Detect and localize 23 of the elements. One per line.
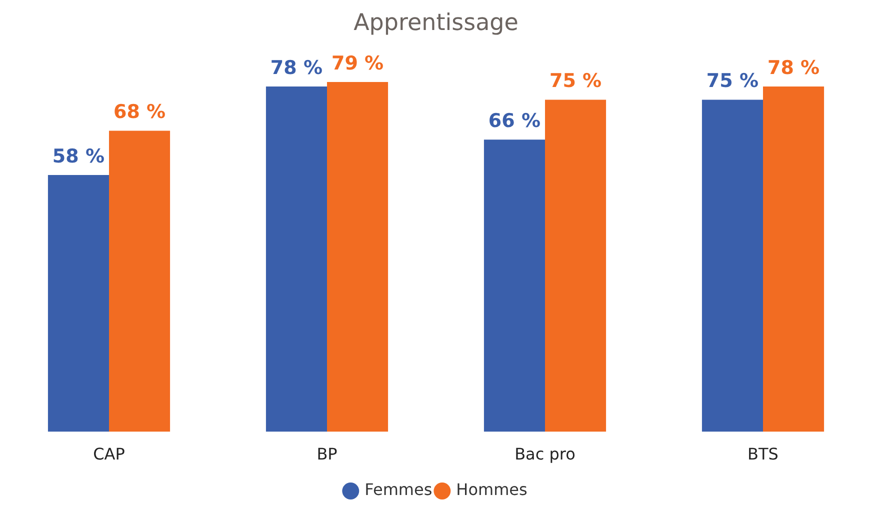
x-tick-label: CAP xyxy=(93,444,126,464)
bar xyxy=(484,140,545,432)
legend-label: Femmes xyxy=(364,480,432,500)
x-tick-label: Bac pro xyxy=(514,444,576,464)
bar xyxy=(327,82,388,432)
data-label: 79 % xyxy=(331,52,384,74)
legend-label: Hommes xyxy=(456,480,528,500)
data-label: 66 % xyxy=(488,110,541,132)
data-label: 78 % xyxy=(767,56,820,79)
data-label: 75 % xyxy=(549,70,602,92)
bar xyxy=(763,86,824,432)
chart-title: Apprentissage xyxy=(354,10,518,36)
bar xyxy=(545,100,606,432)
data-label: 78 % xyxy=(270,56,323,79)
x-tick-label: BTS xyxy=(748,444,778,464)
bar xyxy=(702,100,763,432)
bar xyxy=(266,86,327,432)
data-label: 68 % xyxy=(113,101,166,124)
data-label: 58 % xyxy=(52,145,105,168)
bar xyxy=(48,175,109,432)
data-label: 75 % xyxy=(706,70,759,92)
bar xyxy=(109,130,170,432)
x-tick-label: BP xyxy=(316,444,338,464)
